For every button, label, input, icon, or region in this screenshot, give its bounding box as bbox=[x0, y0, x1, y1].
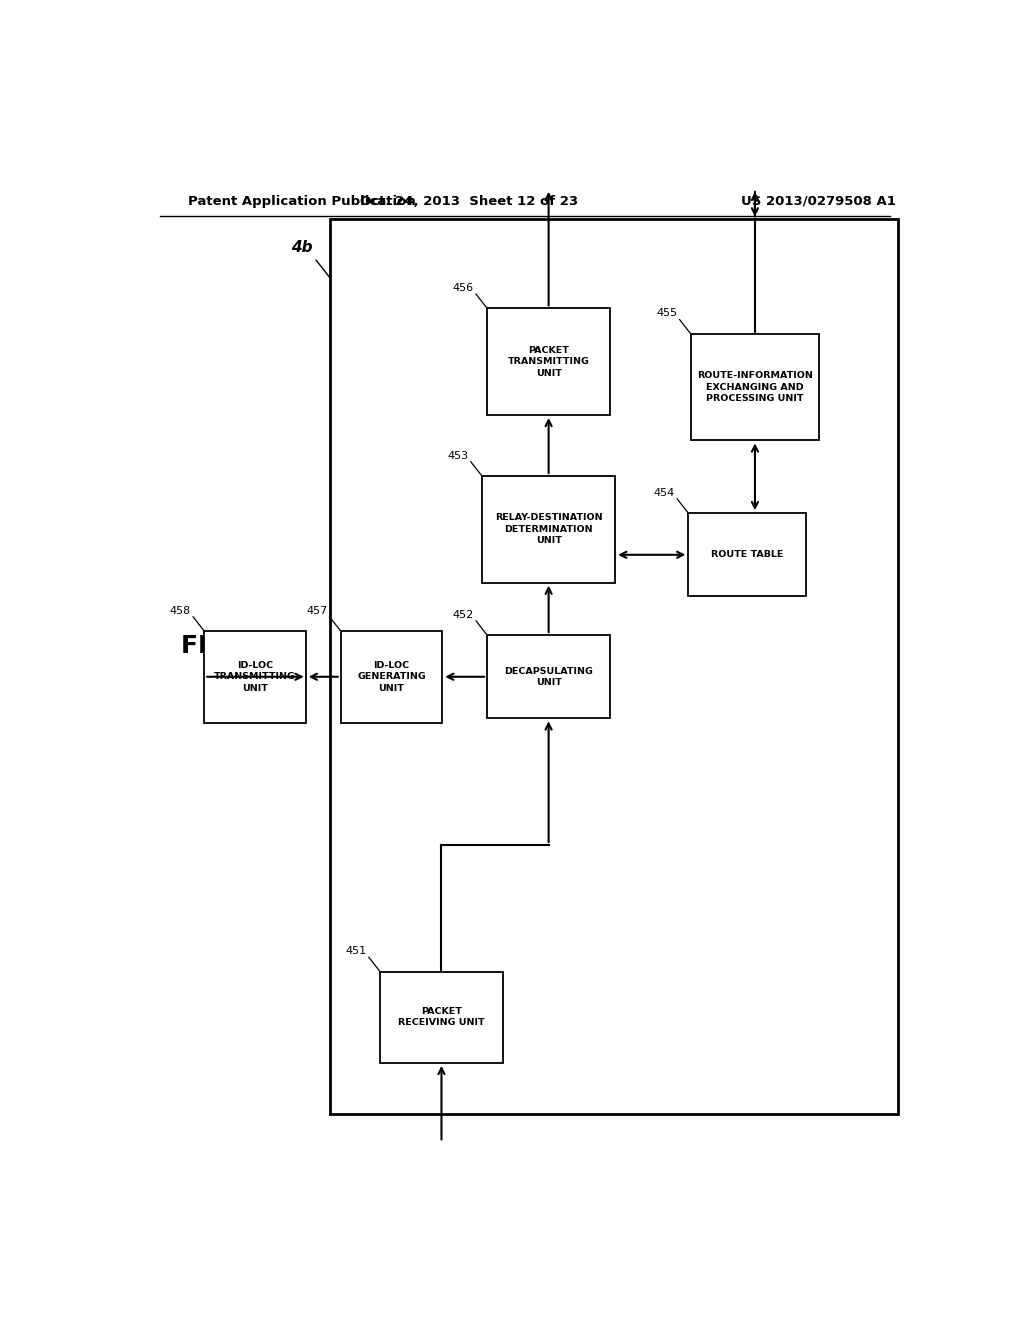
Text: 4b: 4b bbox=[292, 240, 313, 255]
Text: 454: 454 bbox=[653, 488, 675, 498]
Text: US 2013/0279508 A1: US 2013/0279508 A1 bbox=[741, 194, 896, 207]
Text: Patent Application Publication: Patent Application Publication bbox=[187, 194, 416, 207]
Bar bbox=[688, 513, 806, 597]
Text: FIG. 12: FIG. 12 bbox=[181, 635, 282, 659]
Text: ROUTE TABLE: ROUTE TABLE bbox=[711, 550, 783, 560]
Text: RELAY-DESTINATION
DETERMINATION
UNIT: RELAY-DESTINATION DETERMINATION UNIT bbox=[495, 513, 602, 545]
Text: 458: 458 bbox=[169, 606, 190, 615]
Bar bbox=[690, 334, 819, 441]
Text: 455: 455 bbox=[656, 309, 677, 318]
Text: ROUTE-INFORMATION
EXCHANGING AND
PROCESSING UNIT: ROUTE-INFORMATION EXCHANGING AND PROCESS… bbox=[697, 371, 813, 403]
Text: 457: 457 bbox=[306, 606, 328, 615]
Text: 451: 451 bbox=[345, 946, 367, 956]
Text: Oct. 24, 2013  Sheet 12 of 23: Oct. 24, 2013 Sheet 12 of 23 bbox=[360, 194, 579, 207]
Text: 452: 452 bbox=[453, 610, 474, 620]
Bar bbox=[341, 631, 442, 722]
Bar bbox=[482, 477, 615, 582]
Text: 456: 456 bbox=[453, 282, 474, 293]
Bar bbox=[204, 631, 306, 722]
Text: ID-LOC
GENERATING
UNIT: ID-LOC GENERATING UNIT bbox=[357, 661, 426, 693]
Bar bbox=[380, 972, 503, 1063]
Bar bbox=[331, 219, 898, 1114]
Text: DECAPSULATING
UNIT: DECAPSULATING UNIT bbox=[504, 667, 593, 686]
Bar bbox=[487, 635, 610, 718]
Text: 453: 453 bbox=[447, 450, 468, 461]
Text: PACKET
TRANSMITTING
UNIT: PACKET TRANSMITTING UNIT bbox=[508, 346, 590, 378]
Text: ID-LOC
TRANSMITTING
UNIT: ID-LOC TRANSMITTING UNIT bbox=[214, 661, 296, 693]
Bar bbox=[487, 309, 610, 414]
Text: PACKET
RECEIVING UNIT: PACKET RECEIVING UNIT bbox=[398, 1007, 484, 1027]
